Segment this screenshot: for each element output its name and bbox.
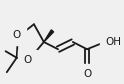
Text: O: O: [83, 69, 91, 79]
Text: O: O: [24, 55, 32, 65]
Polygon shape: [44, 30, 54, 42]
Text: OH: OH: [106, 37, 122, 47]
Text: O: O: [13, 30, 21, 40]
